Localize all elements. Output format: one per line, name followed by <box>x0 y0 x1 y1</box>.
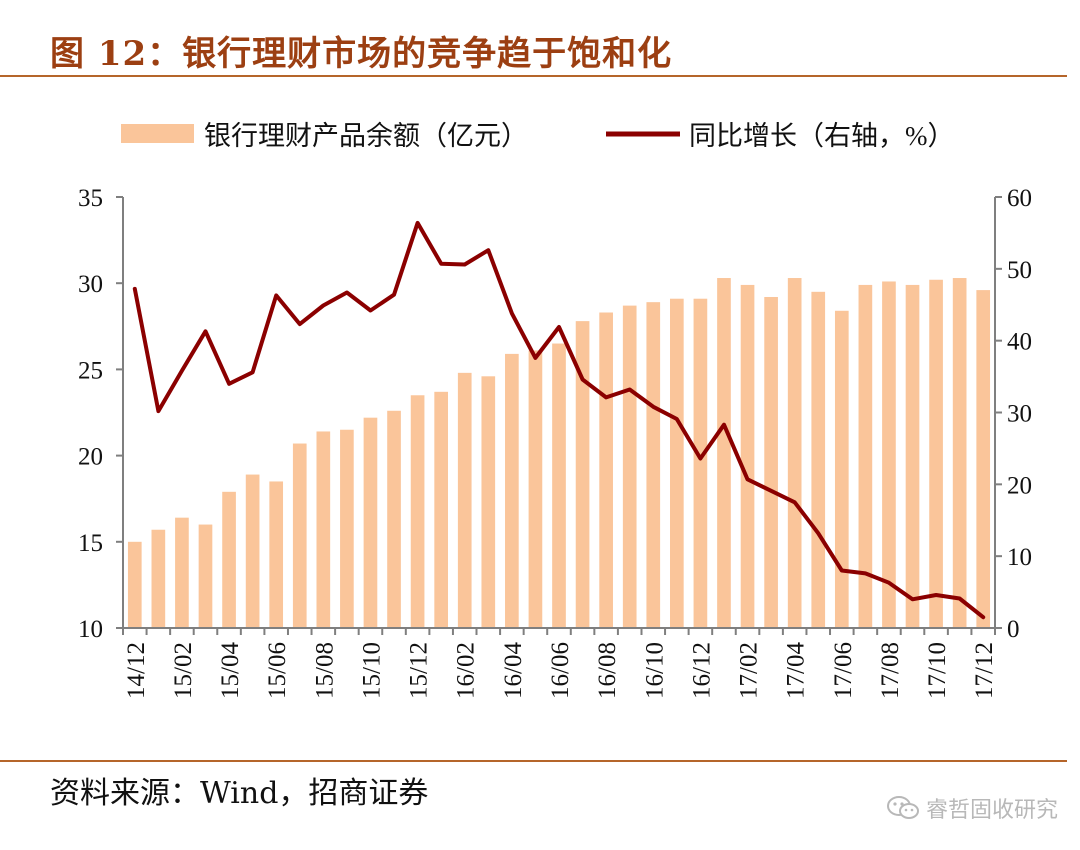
bar-16/09 <box>622 305 637 628</box>
bar-16/12 <box>693 298 708 628</box>
wechat-icon <box>886 796 919 819</box>
growth-line <box>132 220 986 620</box>
x-tick-label: 17/02 <box>736 642 763 699</box>
bar-17/09 <box>905 284 920 628</box>
left-tick-label: 30 <box>78 271 103 298</box>
x-tick-label: 16/06 <box>547 642 574 699</box>
bar-15/11 <box>387 410 401 628</box>
bar-17/03 <box>764 296 778 628</box>
x-tick-label: 16/04 <box>500 642 527 699</box>
x-tick-label: 15/12 <box>406 642 433 699</box>
bar-17/06 <box>834 310 849 628</box>
bar-15/03 <box>198 524 213 628</box>
bar-17/08 <box>882 281 896 628</box>
bar-17/12 <box>976 290 991 628</box>
bar-16/02 <box>457 372 472 628</box>
bar-17/01 <box>717 278 731 628</box>
x-tick-label: 17/04 <box>783 642 810 699</box>
bar-17/11 <box>952 278 967 628</box>
right-tick-label: 0 <box>1007 616 1020 643</box>
x-tick-label: 14/12 <box>123 642 150 699</box>
left-tick-label: 20 <box>78 444 103 471</box>
bar-17/10 <box>929 279 943 628</box>
legend-line-label: 同比增长（右轴，%） <box>689 121 955 151</box>
left-tick-label: 25 <box>78 357 103 384</box>
source-rule <box>0 760 1067 762</box>
bar-15/12 <box>410 395 425 628</box>
bar-15/06 <box>269 481 284 628</box>
x-tick-label: 15/08 <box>311 642 338 699</box>
watermark: 睿哲固收研究 <box>886 792 1058 824</box>
right-tick-label: 40 <box>1007 329 1032 356</box>
bar-15/10 <box>363 417 378 628</box>
bar-15/08 <box>316 431 331 628</box>
x-tick-label: 15/04 <box>217 642 244 699</box>
x-tick-label: 17/12 <box>971 642 998 699</box>
right-tick-label: 50 <box>1007 257 1032 284</box>
chart: 银行理财产品余额（亿元） 同比增长（右轴，%） 10 15 20 25 30 35 0 10 20… <box>78 121 1032 699</box>
x-tick-label: 17/06 <box>830 642 857 699</box>
source-note: 资料来源：Wind，招商证券 <box>50 776 429 811</box>
chart-title: 图 12：银行理财市场的竞争趋于饱和化 <box>50 34 673 74</box>
x-tick-label: 16/02 <box>453 642 480 699</box>
left-tick-label: 35 <box>78 185 103 212</box>
right-tick-label: 20 <box>1007 472 1032 499</box>
x-tick-label: 16/08 <box>594 642 621 699</box>
bar-16/06 <box>552 343 566 628</box>
title-rule <box>0 75 1067 77</box>
legend-bar-swatch <box>121 124 194 143</box>
axes: 10 15 20 25 30 35 0 10 20 30 40 50 60 14/12 15/02 15/04… <box>78 185 1032 699</box>
legend: 银行理财产品余额（亿元） 同比增长（右轴，%） <box>121 121 955 151</box>
x-tick-label: 16/10 <box>641 642 668 699</box>
bar-16/03 <box>481 376 496 628</box>
bar-15/07 <box>292 443 307 628</box>
bar-16/11 <box>670 298 684 628</box>
x-tick-label: 15/02 <box>170 642 197 699</box>
bar-15/05 <box>245 474 260 628</box>
bar-15/02 <box>175 517 189 628</box>
bar-16/04 <box>505 353 519 628</box>
left-tick-label: 15 <box>78 530 103 557</box>
bar-17/04 <box>787 278 802 628</box>
bar-series <box>127 278 991 628</box>
bar-17/02 <box>740 284 755 628</box>
bar-16/01 <box>434 391 448 628</box>
left-tick-label: 10 <box>78 616 103 643</box>
bar-14/12 <box>127 541 142 628</box>
bar-16/05 <box>528 350 543 628</box>
bar-15/09 <box>340 429 354 628</box>
bar-17/05 <box>811 291 826 628</box>
x-tick-label: 16/12 <box>688 642 715 699</box>
bar-16/08 <box>599 312 613 628</box>
bar-16/10 <box>646 302 661 628</box>
right-tick-label: 10 <box>1007 544 1032 571</box>
watermark-text: 睿哲固收研究 <box>925 798 1058 823</box>
legend-bar-label: 银行理财产品余额（亿元） <box>204 121 528 151</box>
right-tick-label: 30 <box>1007 401 1032 428</box>
x-tick-label: 15/06 <box>264 642 291 699</box>
x-tick-label: 17/10 <box>924 642 951 699</box>
line-series <box>132 220 986 620</box>
x-tick-label: 15/10 <box>358 642 385 699</box>
bar-15/04 <box>222 491 236 628</box>
x-tick-label: 17/08 <box>877 642 904 699</box>
bar-15/01 <box>151 529 166 628</box>
bar-16/07 <box>575 321 590 628</box>
bar-17/07 <box>858 284 873 628</box>
right-tick-label: 60 <box>1007 185 1032 212</box>
